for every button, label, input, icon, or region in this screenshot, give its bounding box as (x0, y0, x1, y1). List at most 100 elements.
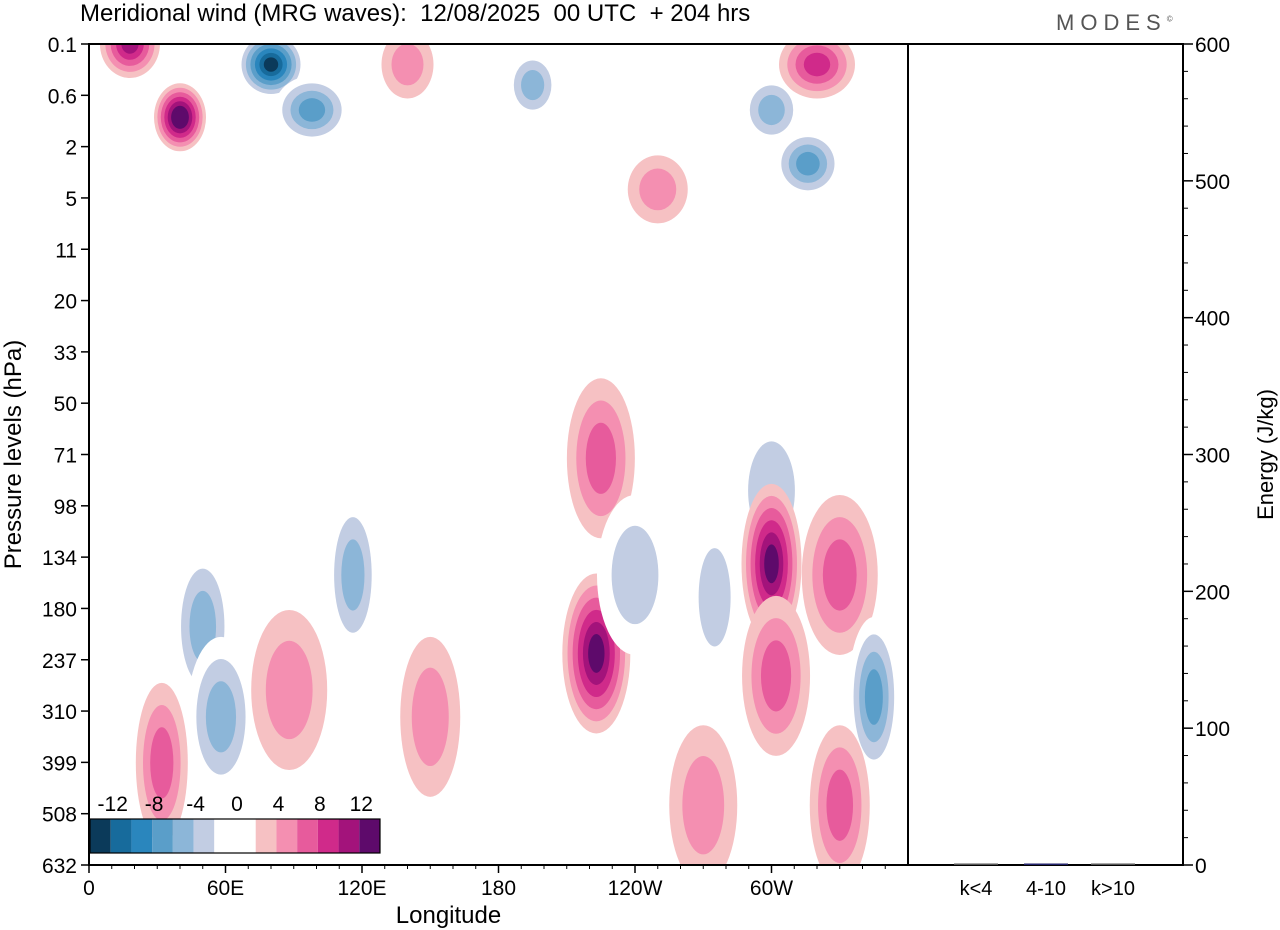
colorbar-swatch (235, 819, 256, 853)
colorbar-swatch (90, 819, 111, 853)
energy-tick-label: 400 (1195, 308, 1230, 331)
colorbar-label: 0 (231, 793, 243, 816)
contour-band (760, 640, 792, 712)
colorbar-frame (89, 818, 381, 854)
contour-feature (506, 51, 559, 120)
colorbar-swatch (110, 819, 132, 853)
contour-feature (251, 609, 328, 770)
contour-feature (326, 494, 379, 655)
contour-feature (627, 155, 688, 224)
energy-bar-2 (1024, 863, 1068, 865)
contour-band (796, 151, 820, 176)
y-tick-label: 508 (42, 804, 77, 827)
y-tick-label: 50 (54, 393, 77, 416)
contour-feature (597, 494, 673, 655)
contour-band (758, 94, 785, 126)
chart-title: Meridional wind (MRG waves): 12/08/2025 … (80, 0, 751, 27)
contour-band (411, 667, 449, 767)
energy-bars: k<4 4-10 k>10 (954, 863, 1135, 900)
energy-category-label: k>10 (1091, 878, 1135, 900)
colorbar-swatch (276, 819, 298, 853)
contour-feature (154, 83, 206, 152)
contour-band (682, 756, 725, 855)
contour-feature (273, 75, 350, 144)
contour-band (611, 525, 659, 625)
y-tick-label: 98 (54, 496, 77, 519)
contour-band (521, 69, 545, 101)
contour-band (588, 634, 605, 673)
x-tick-label: 60E (207, 877, 244, 900)
contour-band (822, 539, 857, 611)
y-tick-label: 399 (42, 752, 77, 775)
y-tick-label: 632 (42, 855, 77, 878)
contour-feature (186, 636, 255, 797)
x-axis-label: Longitude (396, 902, 501, 929)
contour-band (265, 640, 313, 740)
colorbar-swatch (152, 819, 173, 853)
y-tick-label: 0.1 (48, 34, 77, 57)
colorbar-swatch (359, 819, 380, 853)
contour-band (150, 727, 174, 799)
contour-band (803, 52, 831, 77)
y-tick-label: 310 (42, 701, 77, 724)
contour-feature (801, 494, 878, 655)
axes: 0.1 0.6 2 5 11 20 33 50 71 98 134 180 237 310 399 508 63… (0, 34, 1278, 929)
colorbar-label: -12 (98, 793, 128, 816)
energy-tick-label: 500 (1195, 171, 1230, 194)
modes-logo: MODES© (1056, 10, 1173, 36)
contour-feature (688, 517, 741, 678)
colorbar-swatch (193, 819, 215, 853)
energy-tick-label: 300 (1195, 445, 1230, 468)
contour-feature (566, 378, 635, 539)
contour-feature (741, 75, 802, 144)
contour-band (174, 110, 186, 125)
y-tick-label: 20 (54, 291, 77, 314)
contour-band (764, 544, 779, 584)
contour-band (121, 44, 139, 54)
y-tick-label: 237 (42, 650, 77, 673)
energy-tick-label: 0 (1195, 855, 1207, 878)
colorbar-swatch (297, 819, 318, 853)
contour-band (826, 769, 854, 841)
contour-field (99, 44, 900, 865)
contour-band (205, 681, 237, 753)
energy-tick-label: 600 (1195, 34, 1230, 57)
contour-feature (400, 636, 461, 797)
y-tick-label: 134 (42, 547, 77, 570)
colorbar-swatch (214, 819, 235, 853)
logo-mark: © (1166, 14, 1173, 24)
colorbar-swatch (131, 819, 153, 853)
logo-text: MODES (1056, 10, 1167, 35)
colorbar-swatch (338, 819, 360, 853)
x-tick-label: 180 (481, 877, 516, 900)
colorbar-swatch (255, 819, 277, 853)
energy-category-label: 4-10 (1026, 878, 1066, 900)
y-tick-label: 2 (65, 137, 77, 160)
contour-band (585, 422, 616, 494)
colorbar-label: -4 (186, 793, 205, 816)
x-tick-label: 120W (608, 877, 663, 900)
x-tick-label: 120E (337, 877, 386, 900)
contour-feature (847, 617, 900, 778)
contour-feature (381, 44, 434, 99)
contour-band (298, 98, 326, 122)
contour-feature (809, 725, 870, 865)
energy-bar-3 (1091, 863, 1135, 865)
contour-feature (773, 129, 842, 198)
contour-band (341, 539, 365, 611)
contour-feature (135, 682, 188, 843)
energy-tick-label: 100 (1195, 718, 1230, 741)
energy-bar-1 (954, 863, 998, 865)
y-tick-label: 180 (42, 598, 77, 621)
contour-band (698, 548, 731, 647)
contour-band (864, 669, 883, 725)
y-tick-label: 11 (55, 239, 77, 262)
y-tick-label: 5 (65, 188, 77, 211)
contour-feature (742, 595, 811, 756)
contour-band (263, 57, 279, 72)
colorbar-label: 8 (314, 793, 326, 816)
x-tick-label: 0 (83, 877, 95, 900)
colorbar-label: -8 (145, 793, 164, 816)
contour-band (391, 44, 424, 86)
